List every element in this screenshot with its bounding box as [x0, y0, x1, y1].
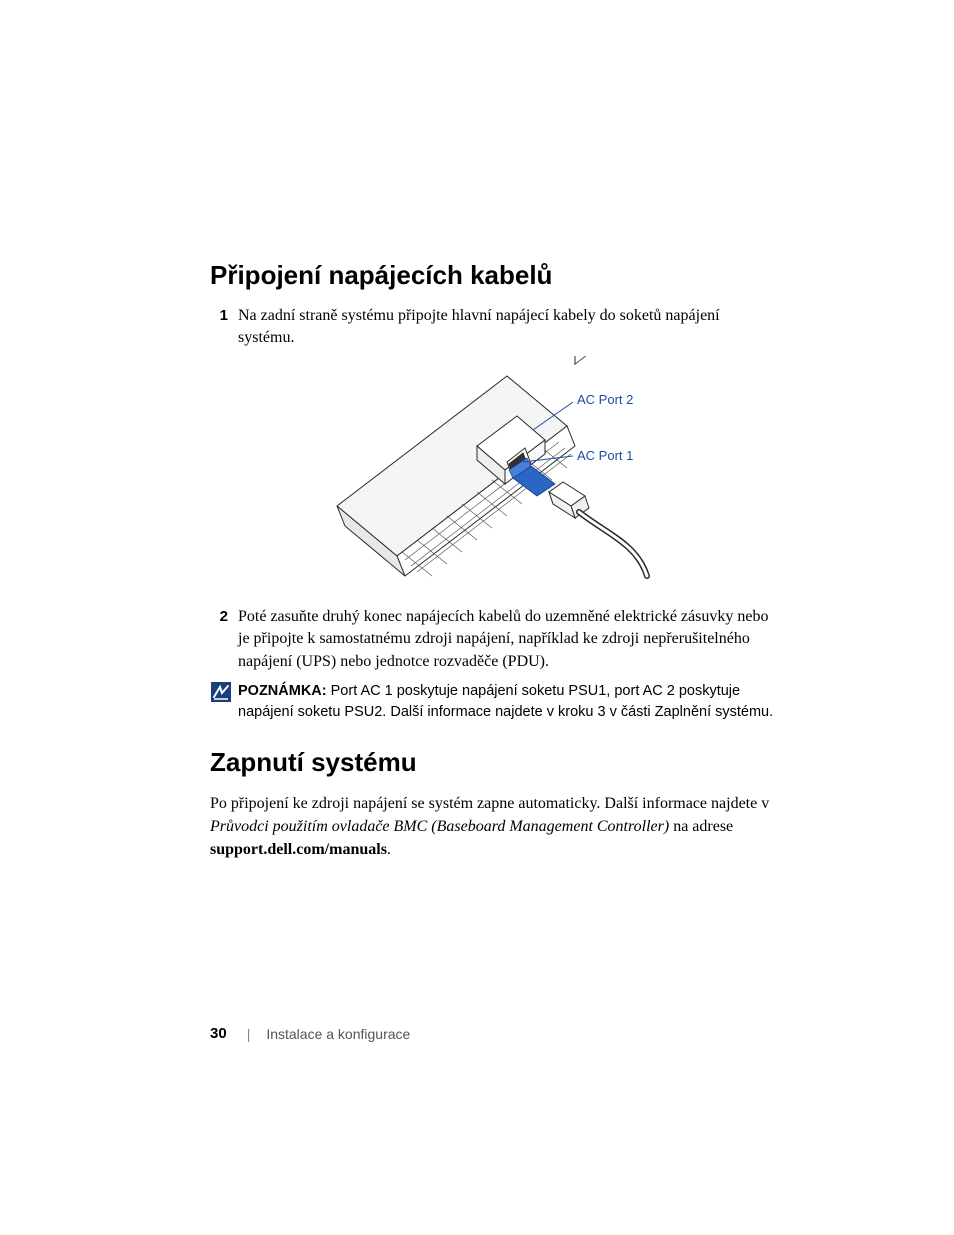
power-on-paragraph: Po připojení ke zdroji napájení se systé…: [210, 792, 774, 862]
note-label: POZNÁMKA:: [238, 683, 327, 699]
steps-list-cont: 2 Poté zasuňte druhý konec napájecích ka…: [210, 606, 774, 673]
callout-ac-port-1: AC Port 1: [577, 448, 633, 463]
heading-power-cables: Připojení napájecích kabelů: [210, 260, 774, 291]
step-text: Na zadní straně systému připojte hlavní …: [238, 305, 774, 350]
note-icon: [210, 681, 232, 703]
para-bold: support.dell.com/manuals: [210, 841, 387, 858]
para-italic: Průvodci použitím ovladače BMC (Baseboar…: [210, 818, 669, 835]
figure-power-ports: AC Port 2 AC Port 1: [210, 356, 774, 596]
note-text: POZNÁMKA: Port AC 1 poskytuje napájení s…: [238, 681, 774, 723]
step-1: 1 Na zadní straně systému připojte hlavn…: [210, 305, 774, 350]
callout-ac-port-2: AC Port 2: [577, 392, 633, 407]
note-block: POZNÁMKA: Port AC 1 poskytuje napájení s…: [210, 681, 774, 723]
step-text: Poté zasuňte druhý konec napájecích kabe…: [238, 606, 774, 673]
para-end: .: [387, 841, 391, 858]
step-number: 2: [210, 606, 238, 673]
para-mid: na adrese: [669, 818, 733, 835]
diagram-svg: AC Port 2 AC Port 1: [327, 356, 657, 596]
footer-section-title: Instalace a konfigurace: [266, 1026, 410, 1042]
para-pre: Po připojení ke zdroji napájení se systé…: [210, 795, 769, 812]
heading-power-on: Zapnutí systému: [210, 747, 774, 778]
footer-page-number: 30: [210, 1025, 227, 1042]
step-number: 1: [210, 305, 238, 350]
step-2: 2 Poté zasuňte druhý konec napájecích ka…: [210, 606, 774, 673]
footer-separator: |: [247, 1026, 251, 1042]
steps-list: 1 Na zadní straně systému připojte hlavn…: [210, 305, 774, 350]
page-footer: 30 | Instalace a konfigurace: [210, 1025, 410, 1042]
